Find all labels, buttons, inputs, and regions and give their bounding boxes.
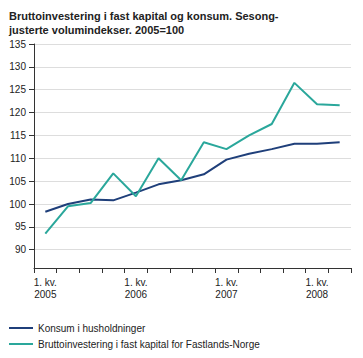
svg-text:105: 105: [9, 176, 26, 187]
svg-text:1. kv.: 1. kv.: [305, 277, 328, 288]
svg-text:1. kv.: 1. kv.: [215, 277, 238, 288]
svg-text:1. kv.: 1. kv.: [34, 277, 57, 288]
svg-text:110: 110: [10, 153, 26, 164]
svg-text:120: 120: [9, 107, 26, 118]
svg-text:2006: 2006: [125, 289, 148, 300]
svg-text:100: 100: [9, 199, 26, 210]
svg-text:130: 130: [9, 61, 26, 72]
svg-text:Konsum i husholdninger: Konsum i husholdninger: [38, 323, 146, 334]
svg-text:115: 115: [10, 130, 26, 141]
svg-text:1. kv.: 1. kv.: [124, 277, 147, 288]
svg-text:2005: 2005: [34, 289, 57, 300]
svg-text:justerte volumindekser. 2005=1: justerte volumindekser. 2005=100: [8, 24, 184, 36]
svg-text:90: 90: [15, 244, 27, 255]
svg-text:2008: 2008: [306, 289, 329, 300]
svg-text:125: 125: [9, 84, 26, 95]
svg-text:135: 135: [9, 39, 26, 50]
svg-text:Bruttoinvestering i fast kapit: Bruttoinvestering i fast kapital og kons…: [9, 10, 279, 22]
svg-text:2007: 2007: [215, 289, 238, 300]
svg-text:Bruttoinvestering i fast kapit: Bruttoinvestering i fast kapital for Fas…: [38, 339, 260, 350]
svg-text:95: 95: [15, 221, 27, 232]
